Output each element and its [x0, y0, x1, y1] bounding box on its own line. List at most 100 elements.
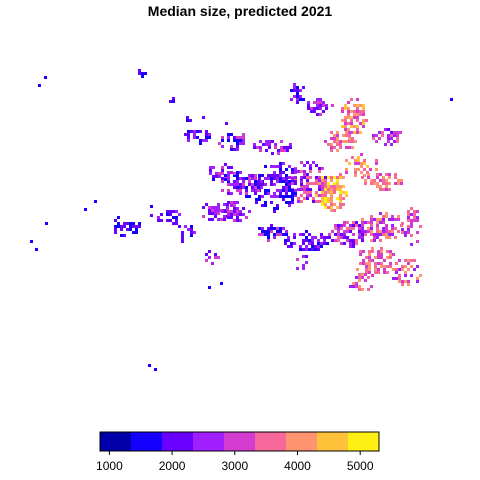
raster-cell: [239, 192, 242, 195]
raster-cell: [388, 218, 391, 221]
raster-cell: [293, 83, 296, 86]
raster-cell: [261, 227, 264, 230]
raster-cell: [376, 185, 379, 188]
raster-cell: [172, 216, 175, 219]
raster-cell: [330, 179, 333, 182]
raster-cell: [296, 267, 299, 270]
raster-cell: [337, 224, 340, 227]
raster-cell: [374, 256, 377, 259]
raster-cell: [214, 209, 217, 212]
raster-cell: [310, 110, 313, 113]
raster-cell: [300, 170, 303, 173]
raster-cell: [324, 194, 327, 197]
raster-cell: [245, 177, 248, 180]
raster-cell: [230, 166, 233, 169]
raster-cell: [333, 140, 336, 143]
raster-cell: [236, 189, 239, 192]
raster-cell: [212, 178, 215, 181]
raster-cell: [318, 200, 321, 203]
raster-cell: [324, 191, 327, 194]
raster-cell: [375, 168, 378, 171]
raster-cell: [361, 227, 364, 230]
raster-cell: [135, 228, 138, 231]
raster-cell: [257, 180, 260, 183]
raster-cell: [353, 104, 356, 107]
raster-cell: [221, 189, 224, 192]
raster-cell: [38, 84, 41, 87]
raster-cell: [395, 271, 398, 274]
raster-cell: [318, 185, 321, 188]
raster-cell: [344, 128, 347, 131]
raster-cell: [328, 233, 331, 236]
raster-cell: [339, 188, 342, 191]
raster-cell: [352, 233, 355, 236]
raster-cell: [208, 133, 211, 136]
raster-cell: [300, 200, 303, 203]
raster-cell: [344, 104, 347, 107]
raster-cell: [239, 189, 242, 192]
raster-cell: [307, 101, 310, 104]
raster-cell: [377, 262, 380, 265]
raster-cell: [306, 176, 309, 179]
raster-cell: [233, 139, 236, 142]
raster-cell: [352, 245, 355, 248]
raster-cell: [324, 197, 327, 200]
raster-cell: [365, 256, 368, 259]
raster-cell: [208, 218, 211, 221]
raster-cell: [264, 183, 267, 186]
raster-cell: [285, 177, 288, 180]
raster-cell: [382, 182, 385, 185]
raster-cell: [320, 233, 323, 236]
raster-cell: [205, 133, 208, 136]
raster-cell: [358, 276, 361, 279]
raster-cell: [333, 134, 336, 137]
raster-cell: [223, 218, 226, 221]
raster-cell: [321, 200, 324, 203]
raster-cell: [387, 137, 390, 140]
raster-cell: [286, 149, 289, 152]
raster-cell: [321, 197, 324, 200]
raster-cell: [343, 236, 346, 239]
raster-cell: [199, 139, 202, 142]
raster-cell: [217, 218, 220, 221]
raster-cell: [308, 248, 311, 251]
raster-cell: [377, 271, 380, 274]
raster-cell: [270, 180, 273, 183]
legend-bin: [316, 432, 349, 451]
raster-cell: [407, 231, 410, 234]
raster-cell: [306, 197, 309, 200]
raster-cell: [364, 279, 367, 282]
raster-cell: [323, 236, 326, 239]
raster-cell: [227, 183, 230, 186]
raster-cell: [324, 176, 327, 179]
raster-cell: [308, 233, 311, 236]
raster-cell: [407, 262, 410, 265]
raster-cell: [346, 230, 349, 233]
raster-cell: [389, 253, 392, 256]
raster-cell: [358, 230, 361, 233]
legend-bin: [224, 432, 256, 451]
raster-cell: [321, 194, 324, 197]
raster-cell: [379, 173, 382, 176]
raster-cell: [352, 227, 355, 230]
raster-cell: [364, 273, 367, 276]
raster-cell: [242, 142, 245, 145]
raster-cell: [361, 236, 364, 239]
raster-cell: [181, 234, 184, 237]
raster-cell: [322, 104, 325, 107]
raster-cell: [315, 182, 318, 185]
raster-cell: [349, 242, 352, 245]
raster-cell: [347, 110, 350, 113]
raster-cell: [233, 183, 236, 186]
raster-cell: [193, 136, 196, 139]
raster-cell: [385, 182, 388, 185]
raster-cell: [336, 179, 339, 182]
raster-cell: [248, 177, 251, 180]
raster-cell: [236, 142, 239, 145]
raster-cell: [344, 125, 347, 128]
raster-cell: [348, 137, 351, 140]
raster-cell: [404, 259, 407, 262]
raster-cell: [347, 122, 350, 125]
raster-cell: [413, 210, 416, 213]
raster-cell: [330, 143, 333, 146]
